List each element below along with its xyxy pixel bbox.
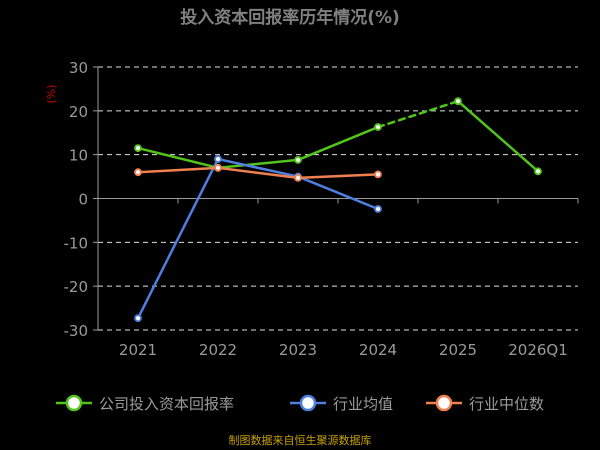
x-tick-label: 2022: [199, 341, 237, 359]
series-line-segment: [296, 125, 380, 162]
axis-layer: 30 20 10 0 -10 -20 -30 2021 2022 2023 2024 2025 2026…: [64, 59, 579, 359]
legend-label: 行业均值: [333, 395, 393, 413]
data-point: [294, 173, 302, 182]
y-axis-unit-label: (%): [45, 84, 58, 103]
legend-marker: [65, 394, 83, 412]
data-point: [134, 144, 142, 152]
data-point: [454, 97, 462, 106]
data-point: [374, 205, 382, 213]
y-tick-label: -10: [64, 234, 89, 252]
x-tick-label: 2024: [359, 341, 397, 359]
legend-marker: [435, 394, 453, 412]
data-point: [534, 167, 542, 176]
legend: 公司投入资本回报率 行业均值 行业中位数: [56, 394, 544, 413]
y-tick-label: 30: [69, 59, 88, 77]
y-tick-label: 20: [69, 103, 88, 121]
y-tick-label: -30: [64, 322, 89, 340]
series-line-segment: [456, 99, 540, 173]
series-layer: [134, 97, 542, 323]
legend-marker: [299, 394, 317, 412]
series-line-segment: [216, 157, 300, 178]
x-tick-label: 2023: [279, 341, 317, 359]
legend-label: 行业中位数: [469, 395, 544, 413]
data-point: [294, 156, 302, 164]
series-line-segment: [136, 166, 220, 174]
data-point: [374, 123, 382, 131]
data-point: [134, 168, 142, 177]
series-line-segment: [376, 99, 460, 129]
data-point: [214, 155, 222, 163]
series-line-segment: [136, 146, 220, 170]
source-note: 制图数据来自恒生聚源数据库: [229, 433, 372, 447]
series-line-segment: [216, 158, 300, 170]
y-tick-label: 0: [78, 191, 88, 209]
x-tick-label: 2025: [439, 341, 477, 359]
series-line-segment: [136, 157, 220, 320]
data-point: [134, 314, 142, 323]
chart-title: 投入资本回报率历年情况(%): [180, 7, 400, 28]
data-point: [214, 163, 222, 172]
y-tick-label: 10: [69, 147, 88, 165]
legend-label: 公司投入资本回报率: [99, 395, 234, 413]
data-point: [374, 170, 382, 179]
series-line-segment: [216, 166, 300, 180]
series-line-segment: [296, 175, 380, 211]
series-line-segment: [296, 173, 380, 180]
x-tick-label: 2021: [119, 341, 157, 359]
y-tick-label: -20: [64, 278, 89, 296]
x-tick-label: 2026Q1: [508, 341, 568, 359]
